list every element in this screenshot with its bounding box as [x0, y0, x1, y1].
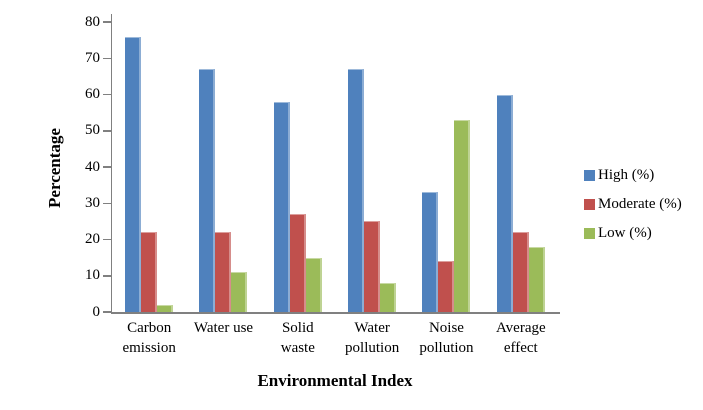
bar [199, 69, 216, 312]
legend-label: Low (%) [598, 225, 652, 241]
y-tick-label: 50 [85, 122, 100, 139]
bar [273, 101, 290, 312]
y-tick-mark [102, 202, 111, 204]
category-label-text: Noise pollution [419, 320, 474, 356]
legend-item: Moderate (%) [584, 190, 682, 219]
y-tick-mark [102, 57, 111, 59]
bar-group [409, 22, 483, 312]
bar-group [186, 22, 260, 312]
y-tick-label: 10 [85, 267, 100, 284]
bar [305, 257, 322, 312]
y-tick-mark [102, 130, 111, 132]
bar [422, 192, 439, 312]
legend-swatch-icon [584, 228, 595, 239]
category-label: Water use [186, 318, 260, 358]
y-tick-label: 20 [85, 231, 100, 247]
legend-swatch-icon [584, 199, 595, 210]
category-label-text: Water use [193, 320, 254, 336]
bar [528, 246, 545, 312]
x-axis-line [110, 312, 560, 314]
bar [125, 36, 142, 312]
bar [231, 272, 248, 312]
bar [364, 221, 381, 312]
legend-item: High (%) [584, 161, 682, 190]
y-tick-mark [102, 275, 111, 277]
category-label-text: Water pollution [345, 320, 400, 356]
category-label-text: Carbon emission [122, 320, 176, 356]
bar [454, 119, 471, 312]
bar [348, 69, 365, 312]
y-tick-label: 0 [92, 303, 101, 320]
category-label: Water pollution [335, 318, 409, 358]
bar [289, 214, 306, 312]
x-axis-categories: Carbon emission Water use Solid waste Water… [112, 318, 558, 358]
bar [512, 232, 529, 312]
bar [157, 304, 174, 312]
legend: High (%) Moderate (%) Low (%) [584, 161, 682, 248]
y-tick-label: 80 [85, 13, 100, 30]
bar-group [484, 22, 558, 312]
bar [438, 261, 455, 312]
category-label-text: Solid waste [280, 320, 315, 356]
legend-swatch-icon [584, 170, 595, 181]
bar [215, 232, 232, 312]
legend-item: Low (%) [584, 219, 682, 248]
bar [496, 94, 513, 312]
y-tick-mark [102, 311, 111, 313]
legend-label: High (%) [598, 167, 655, 183]
bar [380, 283, 397, 312]
category-label-text: Average effect [495, 320, 546, 356]
y-tick-label: 60 [85, 86, 100, 102]
y-tick-mark [102, 93, 111, 96]
category-label: Solid waste [261, 318, 335, 358]
y-tick-mark [102, 238, 111, 241]
y-tick-label: 70 [85, 49, 100, 66]
y-tick-mark [102, 21, 111, 23]
category-label: Noise pollution [409, 318, 483, 358]
bar [141, 232, 158, 312]
y-tick-label: 30 [85, 194, 100, 211]
y-axis-line [110, 14, 112, 314]
bars-area [112, 22, 558, 312]
category-label: Carbon emission [112, 318, 186, 358]
legend-label: Moderate (%) [598, 196, 682, 212]
bar-group [112, 22, 186, 312]
x-axis-title: Environmental Index [257, 371, 413, 390]
plot-area: 0 10 20 30 40 50 60 70 80 [85, 14, 560, 320]
y-tick-label: 40 [85, 158, 100, 175]
bar-group [335, 22, 409, 312]
y-tick-mark [102, 166, 111, 168]
bar-group [261, 22, 335, 312]
category-label: Average effect [484, 318, 558, 358]
